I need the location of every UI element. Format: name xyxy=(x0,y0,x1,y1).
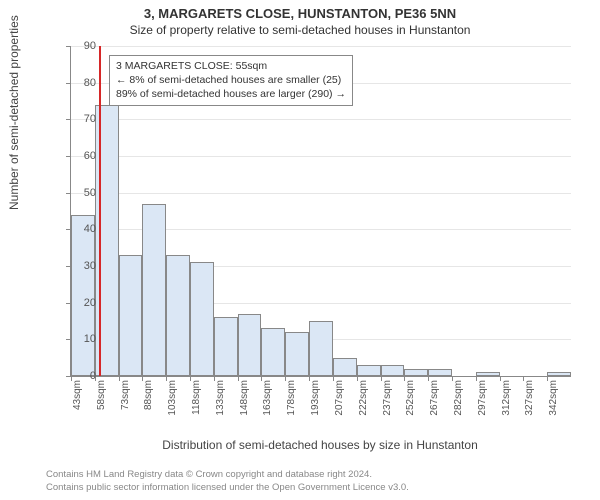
histogram-bar xyxy=(309,321,333,376)
y-axis-label: Number of semi-detached properties xyxy=(7,15,21,210)
histogram-bar xyxy=(214,317,238,376)
histogram-bar xyxy=(547,372,571,376)
x-tick-label: 267sqm xyxy=(429,380,440,420)
y-tick-label: 40 xyxy=(66,223,96,235)
histogram-bar xyxy=(381,365,405,376)
x-tick-label: 282sqm xyxy=(453,380,464,420)
x-tick-label: 163sqm xyxy=(262,380,273,420)
x-tick-label: 133sqm xyxy=(215,380,226,420)
y-tick-label: 20 xyxy=(66,297,96,309)
chart-title: 3, MARGARETS CLOSE, HUNSTANTON, PE36 5NN xyxy=(0,0,600,21)
x-tick-label: 58sqm xyxy=(96,380,107,420)
y-tick-label: 30 xyxy=(66,260,96,272)
x-tick-label: 103sqm xyxy=(167,380,178,420)
annotation-box: 3 MARGARETS CLOSE: 55sqm← 8% of semi-det… xyxy=(109,55,353,106)
annotation-line: 3 MARGARETS CLOSE: 55sqm xyxy=(116,59,346,73)
x-axis-label: Distribution of semi-detached houses by … xyxy=(70,438,570,452)
x-tick-label: 252sqm xyxy=(405,380,416,420)
grid-line xyxy=(71,119,571,120)
histogram-bar xyxy=(357,365,381,376)
histogram-bar xyxy=(261,328,285,376)
grid-line xyxy=(71,156,571,157)
y-tick-label: 90 xyxy=(66,40,96,52)
x-tick-label: 43sqm xyxy=(72,380,83,420)
histogram-bar xyxy=(142,204,166,376)
x-tick-label: 118sqm xyxy=(191,380,202,420)
histogram-bar xyxy=(119,255,143,376)
histogram-bar xyxy=(428,369,452,376)
x-tick-label: 222sqm xyxy=(358,380,369,420)
x-tick-label: 73sqm xyxy=(120,380,131,420)
x-tick-label: 148sqm xyxy=(239,380,250,420)
histogram-bar xyxy=(238,314,262,376)
footer-attribution: Contains HM Land Registry data © Crown c… xyxy=(46,469,590,494)
x-tick-label: 178sqm xyxy=(286,380,297,420)
annotation-line: 89% of semi-detached houses are larger (… xyxy=(116,87,346,101)
y-tick-label: 10 xyxy=(66,333,96,345)
histogram-bar xyxy=(404,369,428,376)
x-tick-label: 237sqm xyxy=(382,380,393,420)
annotation-line: ← 8% of semi-detached houses are smaller… xyxy=(116,73,346,87)
histogram-bar xyxy=(190,262,214,376)
histogram-bar xyxy=(71,215,95,376)
x-tick-label: 327sqm xyxy=(524,380,535,420)
footer-line2: Contains public sector information licen… xyxy=(46,482,590,494)
x-tick-label: 193sqm xyxy=(310,380,321,420)
grid-line xyxy=(71,46,571,47)
x-tick-label: 297sqm xyxy=(477,380,488,420)
x-tick-label: 342sqm xyxy=(548,380,559,420)
y-tick-label: 80 xyxy=(66,77,96,89)
y-tick-label: 70 xyxy=(66,113,96,125)
histogram-bar xyxy=(285,332,309,376)
histogram-bar xyxy=(166,255,190,376)
plot-area: 3 MARGARETS CLOSE: 55sqm← 8% of semi-det… xyxy=(70,46,571,377)
y-tick-label: 50 xyxy=(66,187,96,199)
y-tick-label: 60 xyxy=(66,150,96,162)
marker-line xyxy=(99,46,101,376)
chart-subtitle: Size of property relative to semi-detach… xyxy=(0,21,600,37)
x-tick-label: 312sqm xyxy=(501,380,512,420)
grid-line xyxy=(71,193,571,194)
chart-container: 3, MARGARETS CLOSE, HUNSTANTON, PE36 5NN… xyxy=(0,0,600,500)
x-tick-label: 207sqm xyxy=(334,380,345,420)
histogram-bar xyxy=(333,358,357,376)
histogram-bar xyxy=(476,372,500,376)
footer-line1: Contains HM Land Registry data © Crown c… xyxy=(46,469,590,481)
x-tick-label: 88sqm xyxy=(143,380,154,420)
